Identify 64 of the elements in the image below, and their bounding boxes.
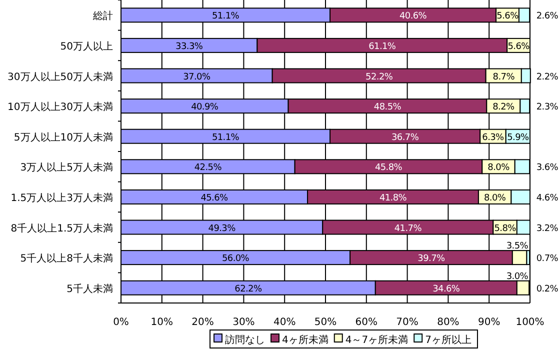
x-tick-label: 60% (355, 317, 378, 328)
x-tick-label: 20% (192, 317, 214, 328)
x-tick-label: 10% (150, 317, 174, 328)
data-label: 5.6% (496, 12, 520, 22)
data-label: 56.0% (222, 254, 250, 264)
data-label: 48.5% (374, 102, 402, 113)
data-label: 2.3% (536, 102, 559, 113)
data-label: 36.7% (392, 132, 420, 143)
data-label: 51.1% (212, 132, 240, 143)
data-label: 0.2% (536, 284, 559, 294)
data-label: 5.6% (508, 42, 530, 52)
data-label: 0.7% (536, 254, 559, 264)
data-label: 3.0% (506, 272, 529, 282)
x-tick-label: 100% (516, 317, 544, 328)
data-label: 40.9% (191, 102, 219, 113)
legend-label: 7ヶ所以上 (425, 334, 472, 346)
data-label: 33.3% (176, 42, 204, 52)
data-label: 3.5% (506, 242, 529, 252)
data-label: 3.2% (536, 224, 559, 234)
data-label: 45.8% (374, 163, 403, 174)
y-tick-label: 30万人以上50万人未満 (8, 70, 113, 83)
y-tick-label: 8千人以上1.5万人未満 (10, 222, 113, 234)
legend-label: 訪問なし (225, 334, 265, 346)
x-tick-label: 80% (437, 317, 460, 328)
y-tick-label: 総計 (92, 10, 113, 22)
data-label: 5.8% (494, 224, 517, 234)
x-tick-label: 90% (478, 317, 500, 328)
legend-label: 4ヶ所未満 (282, 334, 328, 346)
legend-label: 4～7ヶ所未満 (345, 334, 408, 346)
data-label: 37.0% (183, 72, 211, 82)
data-label: 6.3% (482, 132, 505, 143)
data-label: 3.6% (536, 163, 559, 174)
data-label: 49.3% (208, 224, 236, 234)
y-tick-label: 50万人以上 (60, 40, 113, 52)
data-label: 62.2% (234, 284, 262, 294)
data-label: 42.5% (194, 163, 222, 174)
y-tick-label: 5万人以上10万人未満 (14, 131, 113, 144)
x-tick-label: 50% (314, 317, 337, 328)
data-label: 40.6% (399, 12, 428, 22)
data-label: 41.7% (394, 224, 422, 234)
y-tick-label: 3万人以上5万人未満 (20, 162, 113, 174)
y-tick-label: 5千人未満 (66, 282, 113, 295)
data-label: 8.0% (488, 163, 510, 174)
y-tick-label: 10万人以上30万人未満 (8, 101, 113, 114)
y-tick-label: 1.5万人以上3万人未満 (10, 192, 113, 204)
data-label: 39.7% (418, 254, 446, 264)
x-tick-label: 0% (113, 317, 129, 328)
data-label: 4.6% (536, 193, 559, 204)
data-label: 8.2% (492, 102, 515, 113)
x-tick-label: 30% (232, 317, 255, 328)
data-label: 45.6% (200, 193, 229, 204)
x-tick-label: 40% (273, 317, 296, 328)
data-label: 2.2% (536, 72, 559, 82)
data-label: 41.8% (379, 193, 408, 204)
data-label: 8.7% (492, 72, 516, 82)
data-label: 5.9% (507, 132, 530, 143)
y-tick-label: 5千人以上8千人未満 (20, 252, 113, 265)
data-label: 61.1% (368, 42, 396, 52)
x-tick-label: 70% (396, 317, 418, 328)
data-label: 8.0% (484, 193, 506, 204)
data-label: 34.6% (432, 284, 460, 294)
data-label: 52.2% (366, 72, 394, 82)
data-label: 51.1% (212, 12, 240, 22)
data-label: 2.6% (536, 12, 559, 22)
